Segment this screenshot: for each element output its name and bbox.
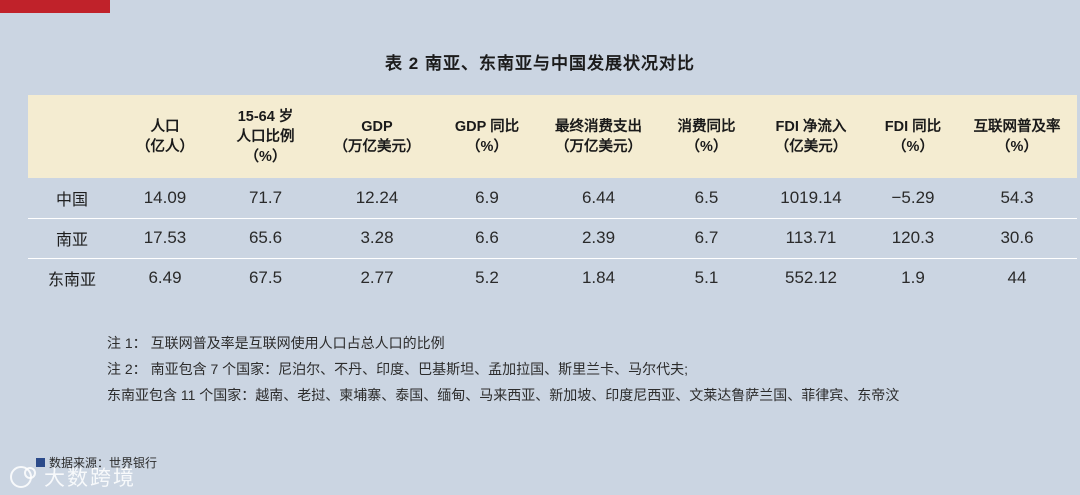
row-label: 南亚 — [28, 217, 116, 258]
table-cell: 3.28 — [317, 217, 437, 258]
table-cell: 17.53 — [116, 217, 214, 258]
source-square-icon — [36, 458, 45, 467]
watermark-text: 大数跨境 — [44, 467, 136, 490]
table-row-south-asia: 南亚 17.53 65.6 3.28 6.6 2.39 6.7 113.71 1… — [28, 217, 1077, 258]
comparison-table: 人口 （亿人） 15-64 岁人口比例 （%） GDP （万亿美元） GDP 同比 （%… — [28, 95, 1077, 298]
table-cell: 2.77 — [317, 257, 437, 298]
header-fdi-inflow: FDI 净流入 （亿美元） — [774, 118, 848, 155]
table-cell: 54.3 — [1000, 187, 1034, 207]
table-row-china: 中国 14.09 71.7 12.24 6.9 6.44 6.5 1019.14… — [28, 178, 1077, 218]
table-cell: 113.71 — [753, 217, 869, 258]
header-gdp-growth: GDP 同比 （%） — [454, 118, 520, 155]
row-label: 东南亚 — [28, 257, 116, 298]
table-cell: 6.49 — [116, 257, 214, 298]
table-cell: 6.9 — [475, 187, 499, 207]
table-cell: 1.84 — [537, 257, 660, 298]
header-population: 人口 （亿人） — [136, 118, 194, 155]
red-accent-bar — [0, 0, 110, 13]
header-consumption-growth: 消费同比 （%） — [677, 118, 736, 155]
header-corner — [28, 95, 116, 178]
table-notes: 注 1： 互联网普及率是互联网使用人口占总人口的比例 注 2： 南亚包含 7 个… — [107, 330, 899, 408]
table-row-southeast-asia: 东南亚 6.49 67.5 2.77 5.2 1.84 5.1 552.12 1… — [28, 257, 1077, 298]
table-cell: 6.44 — [581, 187, 616, 207]
header-internet-penetration: 互联网普及率 （%） — [973, 118, 1061, 155]
table-cell: 6.5 — [694, 187, 719, 207]
table-cell: 65.6 — [214, 217, 317, 258]
table-cell: 30.6 — [957, 217, 1077, 258]
header-working-age-ratio: 15-64 岁人口比例 （%） — [236, 108, 295, 165]
table-title: 表 2 南亚、东南亚与中国发展状况对比 — [385, 54, 695, 73]
table-cell: 5.1 — [660, 257, 753, 298]
table-cell: 6.6 — [437, 217, 537, 258]
table-cell: 1.9 — [869, 257, 957, 298]
note-1: 注 1： 互联网普及率是互联网使用人口占总人口的比例 — [107, 335, 445, 351]
table-cell: 552.12 — [753, 257, 869, 298]
table-cell: 12.24 — [355, 187, 399, 207]
table-cell: 44 — [957, 257, 1077, 298]
header-gdp: GDP （万亿美元） — [333, 118, 421, 155]
table-cell: 67.5 — [214, 257, 317, 298]
table-header-row: 人口 （亿人） 15-64 岁人口比例 （%） GDP （万亿美元） GDP 同比 （%… — [28, 95, 1077, 178]
watermark-logo-icon — [10, 466, 36, 488]
source-text: 数据来源：世界银行 — [49, 456, 158, 470]
table-cell: 6.7 — [660, 217, 753, 258]
row-label: 中国 — [55, 191, 88, 209]
watermark: 大数跨境 — [8, 462, 136, 492]
header-consumption: 最终消费支出 （万亿美元） — [555, 118, 642, 155]
table-cell: 120.3 — [869, 217, 957, 258]
note-2: 注 2： 南亚包含 7 个国家：尼泊尔、不丹、印度、巴基斯坦、孟加拉国、斯里兰卡… — [107, 361, 689, 377]
table-cell: 71.7 — [248, 187, 283, 207]
note-3: 东南亚包含 11 个国家：越南、老挝、柬埔寨、泰国、缅甸、马来西亚、新加坡、印度… — [107, 387, 900, 403]
table-cell: 14.09 — [143, 187, 187, 207]
table-cell: −5.29 — [891, 187, 935, 207]
data-source: 数据来源：世界银行 — [36, 454, 157, 471]
table-cell: 1019.14 — [780, 187, 842, 207]
table-cell: 5.2 — [437, 257, 537, 298]
table-cell: 2.39 — [537, 217, 660, 258]
header-fdi-growth: FDI 同比 （%） — [884, 118, 942, 155]
